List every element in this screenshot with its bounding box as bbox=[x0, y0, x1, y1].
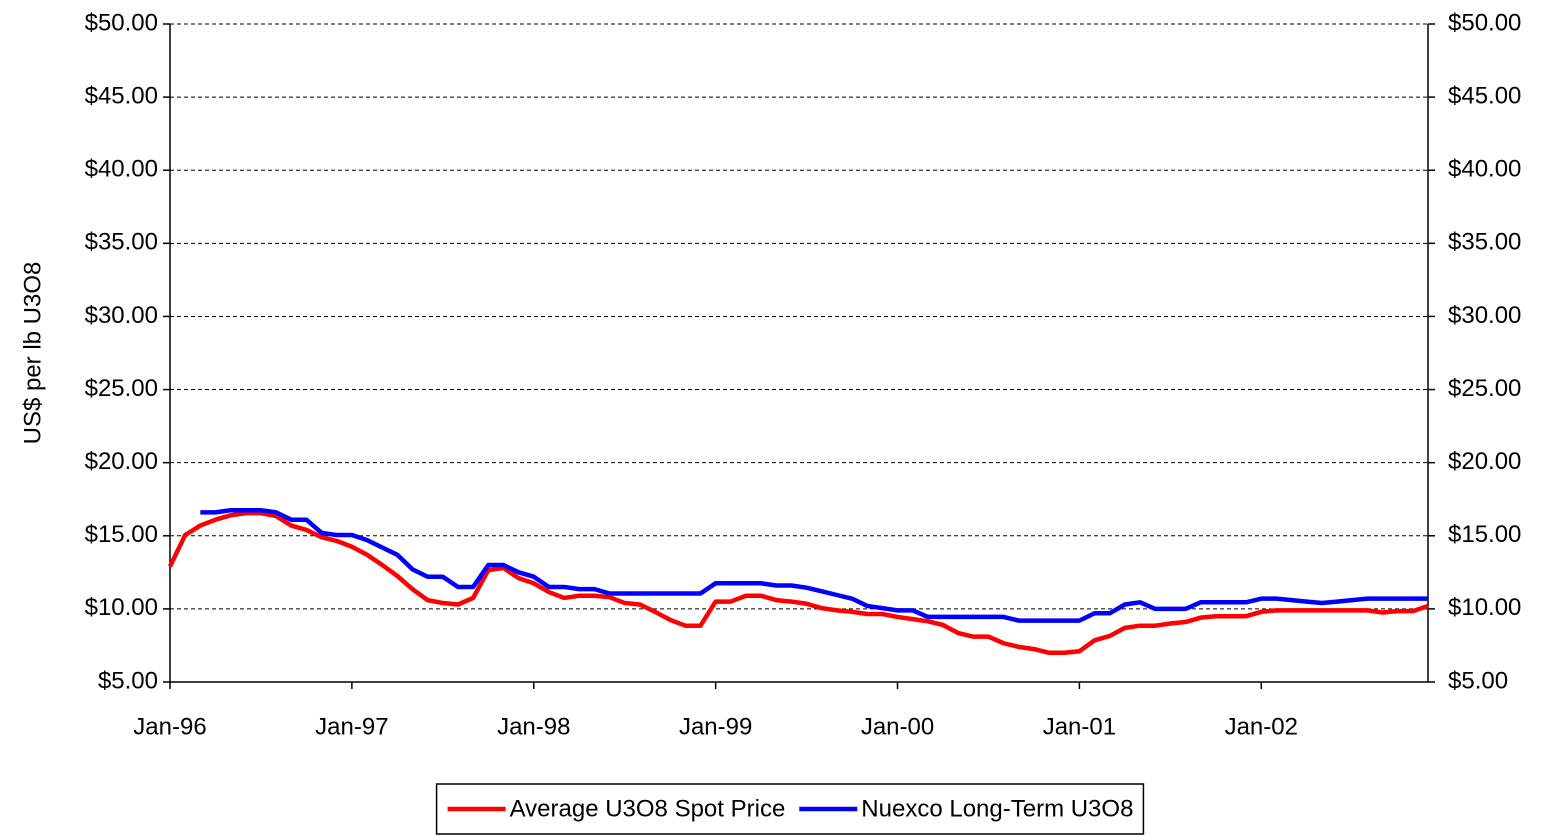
y2-tick-label: $50.00 bbox=[1448, 9, 1521, 36]
y2-tick-label: $5.00 bbox=[1448, 667, 1508, 694]
y-tick-label: $40.00 bbox=[85, 156, 158, 183]
y-tick-label: $50.00 bbox=[85, 9, 158, 36]
y2-tick-label: $25.00 bbox=[1448, 375, 1521, 402]
x-tick-label: Jan-98 bbox=[497, 713, 570, 740]
y2-tick-label: $40.00 bbox=[1448, 156, 1521, 183]
legend-label: Nuexco Long-Term U3O8 bbox=[861, 795, 1133, 822]
y-tick-label: $30.00 bbox=[85, 302, 158, 329]
y-tick-label: $20.00 bbox=[85, 448, 158, 475]
y2-tick-label: $20.00 bbox=[1448, 448, 1521, 475]
legend bbox=[435, 783, 1145, 835]
y2-tick-label: $35.00 bbox=[1448, 229, 1521, 256]
x-tick-label: Jan-99 bbox=[679, 713, 752, 740]
x-tick-label: Jan-97 bbox=[315, 713, 388, 740]
y-axis-label: US$ per lb U3O8 bbox=[19, 262, 46, 445]
series-line bbox=[200, 507, 1428, 623]
x-tick-label: Jan-02 bbox=[1225, 713, 1298, 740]
y-tick-label: $5.00 bbox=[98, 667, 158, 694]
y-tick-label: $35.00 bbox=[85, 229, 158, 256]
y2-tick-label: $45.00 bbox=[1448, 82, 1521, 109]
x-tick-label: Jan-01 bbox=[1043, 713, 1116, 740]
series-line bbox=[167, 510, 1429, 656]
y2-tick-label: $15.00 bbox=[1448, 521, 1521, 548]
y-tick-label: $45.00 bbox=[85, 82, 158, 109]
y-tick-label: $10.00 bbox=[85, 594, 158, 621]
y-tick-label: $15.00 bbox=[85, 521, 158, 548]
x-tick-label: Jan-00 bbox=[861, 713, 934, 740]
legend-label: Average U3O8 Spot Price bbox=[510, 795, 786, 822]
y2-tick-label: $30.00 bbox=[1448, 302, 1521, 329]
y-tick-label: $25.00 bbox=[85, 375, 158, 402]
x-tick-label: Jan-96 bbox=[133, 713, 206, 740]
y2-tick-label: $10.00 bbox=[1448, 594, 1521, 621]
